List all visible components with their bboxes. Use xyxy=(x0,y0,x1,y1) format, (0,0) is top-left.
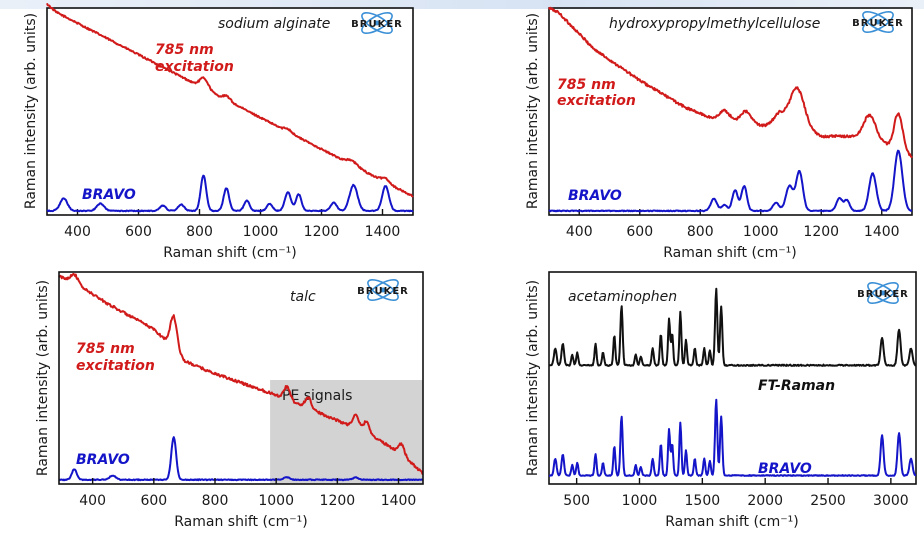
x-tick-label: 1200 xyxy=(803,224,839,240)
excitation-label-line2: excitation xyxy=(557,93,636,109)
panel-acetaminophen: 500 1000 1500 2000 2500 3000 acetaminophen FT… xyxy=(525,271,917,530)
plot-area-frame xyxy=(548,7,913,216)
x-tick-label: 600 xyxy=(626,224,653,240)
x-tick-label: 2500 xyxy=(810,493,846,509)
plot-area-frame xyxy=(58,271,424,485)
spectrum-785-nm-excitation xyxy=(548,6,913,159)
logo-text: BRUKER xyxy=(357,286,409,297)
excitation-label-line1: 785 nm xyxy=(76,341,135,357)
spectrum-bravo xyxy=(58,436,424,482)
series-label-bravo: BRAVO xyxy=(76,452,130,468)
spectra xyxy=(58,272,424,482)
x-tick-label: 400 xyxy=(566,224,593,240)
plot-area-frame xyxy=(46,7,414,216)
x-tick-label: 1000 xyxy=(743,224,779,240)
y-axis-title: Raman intensity (arb. units) xyxy=(35,280,51,476)
x-tick-label: 500 xyxy=(563,493,590,509)
x-tick-label: 600 xyxy=(140,493,167,509)
panel-talc: PE signals 400 600 800 1000 1200 1400 talc 78… xyxy=(35,271,424,530)
plot-area-frame xyxy=(548,271,917,485)
excitation-label-line2: excitation xyxy=(76,358,155,374)
x-tick-label: 400 xyxy=(79,493,106,509)
y-axis-title: Raman intensity (arb. units) xyxy=(525,13,541,209)
bruker-logo: BRUKER xyxy=(852,7,904,37)
x-tick-label: 400 xyxy=(64,224,91,240)
x-tick-label: 1200 xyxy=(304,224,340,240)
x-axis-title: Raman shift (cm⁻¹) xyxy=(663,245,796,261)
spectrum-bravo xyxy=(548,149,913,213)
y-axis-title: Raman intensity (arb. units) xyxy=(525,280,541,476)
x-tick-label: 1400 xyxy=(365,224,401,240)
slide-top-strip xyxy=(0,0,924,9)
x-tick-label: 1000 xyxy=(622,493,658,509)
logo-text: BRUKER xyxy=(351,19,403,30)
x-axis-ticks: 500 1000 1500 2000 2500 3000 xyxy=(563,478,909,509)
excitation-label-line2: excitation xyxy=(155,59,234,75)
spectra xyxy=(548,6,913,213)
pe-signals-label: PE signals xyxy=(282,388,352,404)
pe-signals-region xyxy=(270,380,423,484)
x-tick-label: 1000 xyxy=(243,224,279,240)
x-tick-label: 1000 xyxy=(258,493,294,509)
bruker-logo: BRUKER xyxy=(357,275,409,305)
panel-hpmc: 400 600 800 1000 1200 1400 hydroxypropylmethy… xyxy=(525,6,913,261)
y-axis-title: Raman intensity (arb. units) xyxy=(23,13,39,209)
spectrum-ft-raman xyxy=(548,287,917,367)
spectrum-bravo xyxy=(548,398,917,477)
x-tick-label: 600 xyxy=(125,224,152,240)
series-label-bravo: BRAVO xyxy=(82,187,136,203)
spectrum-785-nm-excitation xyxy=(46,2,414,198)
bruker-logo: BRUKER xyxy=(351,8,403,38)
x-axis-title: Raman shift (cm⁻¹) xyxy=(174,514,307,530)
series-label-bravo: BRAVO xyxy=(568,188,622,204)
sample-name: acetaminophen xyxy=(568,289,677,305)
x-axis-ticks: 400 600 800 1000 1200 1400 xyxy=(64,209,400,240)
sample-name: sodium alginate xyxy=(218,16,330,32)
panel-sodium-alginate: 400 600 800 1000 1200 1400 sodium alginate 78… xyxy=(23,2,414,261)
x-axis-title: Raman shift (cm⁻¹) xyxy=(163,245,296,261)
logo-text: BRUKER xyxy=(857,289,909,300)
x-tick-label: 1200 xyxy=(320,493,356,509)
x-tick-label: 1500 xyxy=(685,493,721,509)
spectrum-785-nm-excitation xyxy=(58,272,424,476)
x-tick-label: 800 xyxy=(687,224,714,240)
x-axis-title: Raman shift (cm⁻¹) xyxy=(665,514,798,530)
x-tick-label: 1400 xyxy=(864,224,900,240)
x-tick-label: 800 xyxy=(186,224,213,240)
excitation-label-line1: 785 nm xyxy=(155,42,214,58)
excitation-label-line1: 785 nm xyxy=(557,77,616,93)
logo-text: BRUKER xyxy=(852,18,904,29)
series-label-ft-raman: FT-Raman xyxy=(758,378,835,394)
bruker-logo: BRUKER xyxy=(857,278,909,308)
spectrum-bravo xyxy=(46,174,414,213)
x-tick-label: 3000 xyxy=(873,493,909,509)
x-tick-label: 2000 xyxy=(747,493,783,509)
spectra xyxy=(548,287,917,477)
series-label-bravo: BRAVO xyxy=(758,461,812,477)
sample-name: hydroxypropylmethylcellulose xyxy=(609,16,820,32)
spectra xyxy=(46,2,414,213)
x-tick-label: 1400 xyxy=(381,493,417,509)
x-tick-label: 800 xyxy=(202,493,229,509)
x-axis-ticks: 400 600 800 1000 1200 1400 xyxy=(566,209,900,240)
x-axis-ticks: 400 600 800 1000 1200 1400 xyxy=(79,478,416,509)
sample-name: talc xyxy=(290,289,316,305)
